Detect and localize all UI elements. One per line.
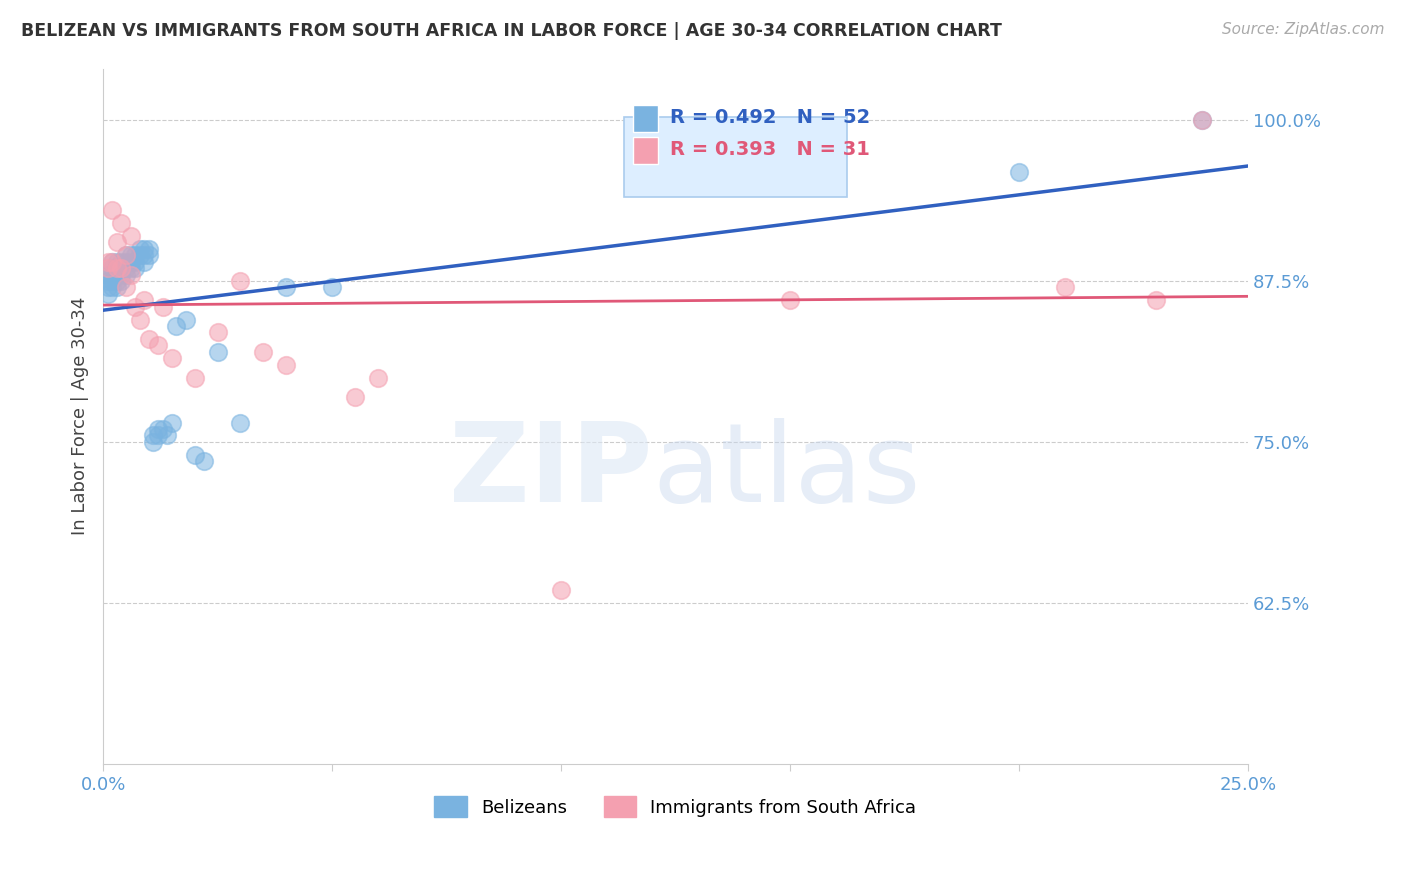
- Point: [343, 390, 366, 404]
- Point: [101, 280, 124, 294]
- Point: [105, 254, 128, 268]
- Point: [124, 248, 146, 262]
- Text: ZIP: ZIP: [449, 418, 652, 525]
- Point: [229, 416, 252, 430]
- Point: [152, 422, 174, 436]
- Point: [97, 280, 120, 294]
- Point: [1053, 280, 1076, 294]
- Point: [207, 326, 229, 340]
- Point: [105, 261, 128, 276]
- Point: [550, 582, 572, 597]
- Text: Source: ZipAtlas.com: Source: ZipAtlas.com: [1222, 22, 1385, 37]
- Point: [183, 448, 205, 462]
- Point: [115, 268, 138, 282]
- Legend: Belizeans, Immigrants from South Africa: Belizeans, Immigrants from South Africa: [427, 789, 924, 824]
- Point: [367, 370, 389, 384]
- Point: [105, 235, 128, 250]
- Point: [101, 268, 124, 282]
- Point: [101, 274, 124, 288]
- Point: [146, 338, 169, 352]
- Point: [120, 228, 142, 243]
- Point: [193, 454, 215, 468]
- Point: [134, 254, 156, 268]
- Point: [276, 280, 298, 294]
- Point: [229, 274, 252, 288]
- Y-axis label: In Labor Force | Age 30-34: In Labor Force | Age 30-34: [72, 297, 89, 535]
- Point: [101, 254, 124, 268]
- Point: [160, 416, 183, 430]
- Point: [134, 248, 156, 262]
- Point: [134, 293, 156, 308]
- Point: [138, 242, 160, 256]
- Point: [183, 370, 205, 384]
- Point: [142, 428, 165, 442]
- Point: [124, 254, 146, 268]
- Point: [105, 261, 128, 276]
- Point: [138, 332, 160, 346]
- Point: [120, 254, 142, 268]
- Point: [105, 280, 128, 294]
- Point: [105, 274, 128, 288]
- Point: [152, 300, 174, 314]
- Point: [165, 319, 187, 334]
- Point: [110, 254, 132, 268]
- Point: [156, 428, 179, 442]
- Point: [779, 293, 801, 308]
- Point: [1191, 113, 1213, 128]
- Point: [128, 248, 150, 262]
- Point: [97, 261, 120, 276]
- Point: [1191, 113, 1213, 128]
- Point: [1144, 293, 1167, 308]
- Point: [146, 428, 169, 442]
- Point: [115, 280, 138, 294]
- Point: [120, 248, 142, 262]
- Point: [105, 268, 128, 282]
- Point: [124, 261, 146, 276]
- Point: [207, 344, 229, 359]
- FancyBboxPatch shape: [633, 104, 658, 133]
- Point: [110, 261, 132, 276]
- Point: [101, 254, 124, 268]
- Point: [97, 268, 120, 282]
- Point: [110, 274, 132, 288]
- FancyBboxPatch shape: [633, 136, 658, 164]
- Text: R = 0.492   N = 52: R = 0.492 N = 52: [669, 108, 870, 127]
- FancyBboxPatch shape: [624, 117, 848, 197]
- Point: [252, 344, 274, 359]
- Text: BELIZEAN VS IMMIGRANTS FROM SOUTH AFRICA IN LABOR FORCE | AGE 30-34 CORRELATION : BELIZEAN VS IMMIGRANTS FROM SOUTH AFRICA…: [21, 22, 1002, 40]
- Point: [115, 261, 138, 276]
- Point: [128, 242, 150, 256]
- Point: [321, 280, 343, 294]
- Point: [101, 261, 124, 276]
- Text: atlas: atlas: [652, 418, 921, 525]
- Point: [174, 312, 197, 326]
- Point: [128, 312, 150, 326]
- Point: [101, 203, 124, 218]
- Point: [120, 261, 142, 276]
- Point: [138, 248, 160, 262]
- Point: [110, 261, 132, 276]
- Point: [1008, 164, 1031, 178]
- Point: [97, 254, 120, 268]
- Point: [160, 351, 183, 366]
- Point: [110, 216, 132, 230]
- Point: [124, 300, 146, 314]
- Point: [115, 248, 138, 262]
- Point: [97, 274, 120, 288]
- Point: [276, 358, 298, 372]
- Point: [120, 268, 142, 282]
- Text: R = 0.393   N = 31: R = 0.393 N = 31: [669, 140, 870, 159]
- Point: [97, 286, 120, 301]
- Point: [134, 242, 156, 256]
- Point: [115, 254, 138, 268]
- Point: [110, 268, 132, 282]
- Point: [146, 422, 169, 436]
- Point: [115, 248, 138, 262]
- Point: [142, 434, 165, 449]
